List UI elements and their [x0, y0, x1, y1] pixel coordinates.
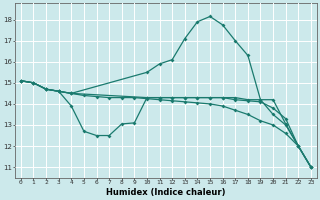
X-axis label: Humidex (Indice chaleur): Humidex (Indice chaleur) [106, 188, 226, 197]
